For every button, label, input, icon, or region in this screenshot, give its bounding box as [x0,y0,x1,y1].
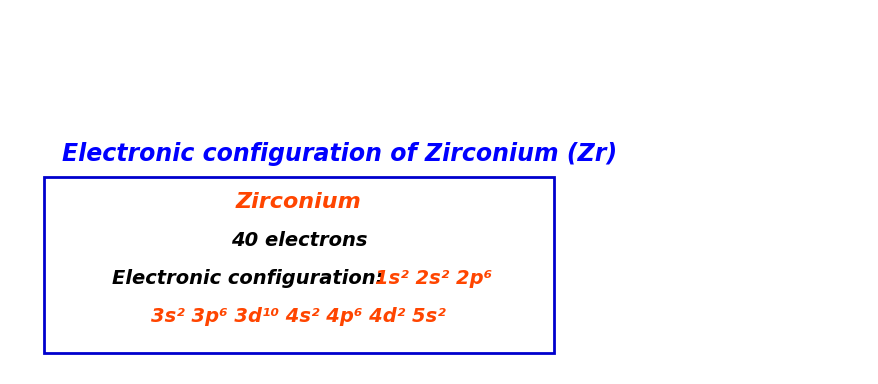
Text: 1s² 2s² 2p⁶: 1s² 2s² 2p⁶ [374,269,491,288]
Text: Zirconium: Zirconium [235,192,362,212]
Text: 3s² 3p⁶ 3d¹⁰ 4s² 4p⁶ 4d² 5s²: 3s² 3p⁶ 3d¹⁰ 4s² 4p⁶ 4d² 5s² [151,307,446,326]
Text: Electronic configuration:: Electronic configuration: [112,269,390,288]
Text: Electronic configuration of Zirconium (Zr): Electronic configuration of Zirconium (Z… [61,142,616,166]
FancyBboxPatch shape [44,177,553,353]
Text: 40 electrons: 40 electrons [230,230,367,250]
